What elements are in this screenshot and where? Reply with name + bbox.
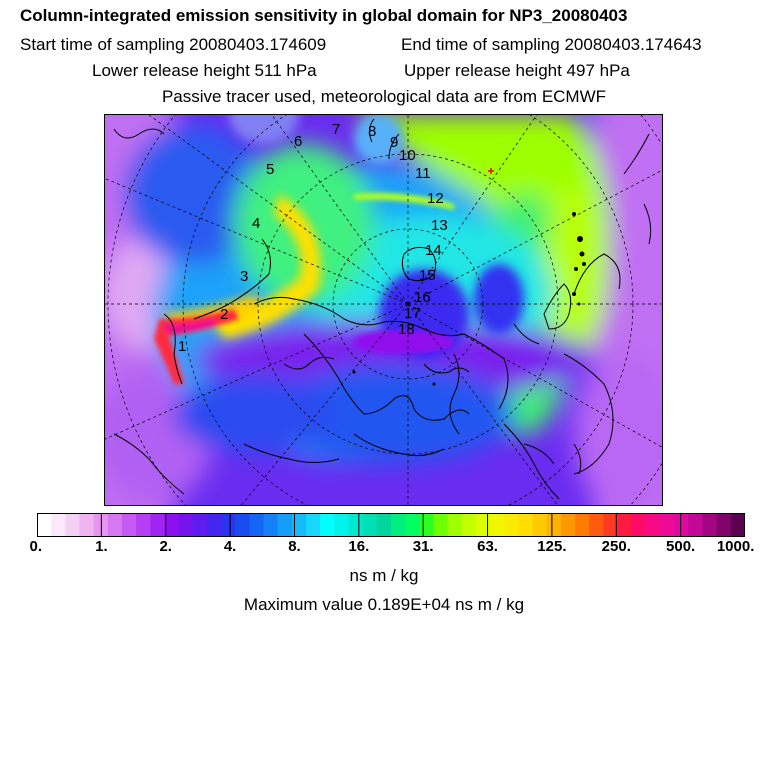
colorbar-tick-label: 500. [666, 538, 696, 555]
trajectory-label: 6 [294, 133, 302, 150]
colorbar-cell [348, 513, 364, 537]
colorbar-cell [79, 513, 95, 537]
colorbar-cell [532, 513, 548, 537]
colorbar-cell [362, 513, 378, 537]
colorbar-cell [192, 513, 208, 537]
colorbar-cell [107, 513, 123, 537]
red-cross-marker [488, 168, 494, 174]
colorbar-tick-label: 125. [537, 538, 567, 555]
colorbar-cell [334, 513, 349, 537]
colorbar-cell [405, 513, 420, 537]
trajectory-label: 1 [178, 338, 186, 355]
colorbar-cell [660, 513, 675, 537]
colorbar-cell [320, 513, 335, 537]
colorbar-cell [65, 513, 80, 537]
colorbar-cell [575, 513, 590, 537]
colorbar-cell [589, 513, 604, 537]
colorbar-cell [702, 513, 718, 537]
colorbar-cell [150, 513, 165, 537]
colorbar-tick-label: 1000. [716, 538, 755, 555]
colorbar-cell [235, 513, 250, 537]
emission-sensitivity-map: 1 2 3 4 5 6 7 8 9 10 11 12 13 14 15 16 1… [104, 114, 663, 506]
colorbar-cell [37, 513, 52, 537]
maximum-value-label: Maximum value 0.189E+04 ns m / kg [243, 595, 525, 614]
colorbar-cell [475, 513, 491, 537]
colorbar-cell [263, 513, 279, 537]
colorbar-cell [206, 513, 222, 537]
colorbar-tick-labels: 0. 1. 2. 4. 8. 16. 31. 63. 125. 250. 500. 1000. [0, 538, 768, 560]
tracer-note-label: Passive tracer used, meteorological data… [161, 87, 607, 106]
end-time-label: End time of sampling 20080403.174643 [401, 35, 702, 54]
colorbar-cell [447, 513, 463, 537]
upper-release-height-label: Upper release height 497 hPa [404, 61, 630, 80]
colorbar-cell [136, 513, 151, 537]
trajectory-labels: 1 2 3 4 5 6 7 8 9 10 11 12 13 14 15 16 1… [178, 121, 448, 355]
trajectory-label: 5 [266, 161, 274, 178]
colorbar-cell [249, 513, 264, 537]
colorbar-tick-label: 16. [348, 538, 370, 555]
colorbar-cell [674, 513, 689, 537]
colorbar-tick-label: 8. [288, 538, 301, 555]
trajectory-label: 17 [404, 305, 421, 322]
colorbar-tick-label: 63. [477, 538, 498, 555]
colorbar-cell [490, 513, 505, 537]
trajectory-label: 11 [415, 165, 431, 182]
trajectory-label: 7 [332, 121, 340, 138]
trajectory-label: 2 [220, 306, 228, 323]
sensitivity-field [104, 114, 663, 506]
colorbar-tick-label: 31. [412, 538, 434, 555]
trajectory-label: 8 [368, 123, 376, 140]
colorbar-cell [504, 513, 519, 537]
colorbar-cell [560, 513, 576, 537]
trajectory-label: 4 [252, 215, 260, 232]
colorbar-tick-label: 1. [95, 538, 108, 555]
map-frame [104, 114, 663, 506]
trajectory-label: 18 [398, 321, 415, 338]
colorbar-cell [631, 513, 647, 537]
colorbar-tick-label: 250. [601, 538, 631, 555]
colorbar-cell [277, 513, 293, 537]
colorbar-cell [419, 513, 434, 537]
trajectory-label: 13 [431, 217, 448, 234]
small-islands [352, 212, 586, 386]
colorbar-cell [164, 513, 179, 537]
colorbar-cell [645, 513, 661, 537]
colorbar-cell [688, 513, 703, 537]
colorbar-tick-label: 0. [29, 538, 43, 555]
lower-release-height-label: Lower release height 511 hPa [92, 61, 317, 80]
colorbar-cell [730, 513, 745, 537]
graticule [104, 114, 663, 506]
colorbar-cell [461, 513, 477, 537]
trajectory-label: 12 [427, 190, 444, 207]
trajectory-label: 10 [399, 147, 416, 164]
colorbar-cell [716, 513, 732, 537]
colorbar-cell [518, 513, 533, 537]
colorbar-cell [291, 513, 307, 537]
colorbar-cell [178, 513, 194, 537]
colorbar-cell [617, 513, 633, 537]
coastlines [113, 118, 652, 500]
start-time-label: Start time of sampling 20080403.174609 [20, 35, 327, 54]
trajectory-label: 3 [240, 268, 248, 285]
colorbar-cell [391, 513, 406, 537]
colorbar-tick-label: 2. [159, 538, 172, 555]
colorbar-cell [546, 513, 562, 537]
colorbar-cell [433, 513, 449, 537]
colorbar-cell [221, 513, 236, 537]
colorbar-cell [306, 513, 321, 537]
colorbar [37, 513, 745, 537]
colorbar-tick-label: 4. [223, 538, 237, 555]
colorbar-cell [121, 513, 137, 537]
plot-title: Column-integrated emission sensitivity i… [20, 6, 628, 25]
trajectory-label: 16 [414, 289, 431, 306]
trajectory-label: 14 [425, 242, 442, 259]
colorbar-cell [603, 513, 618, 537]
colorbar-units-label: ns m / kg [349, 566, 419, 585]
trajectory-label: 15 [419, 267, 436, 284]
colorbar-cell [51, 513, 66, 537]
trajectory-label: 9 [390, 134, 398, 151]
colorbar-cell [376, 513, 392, 537]
